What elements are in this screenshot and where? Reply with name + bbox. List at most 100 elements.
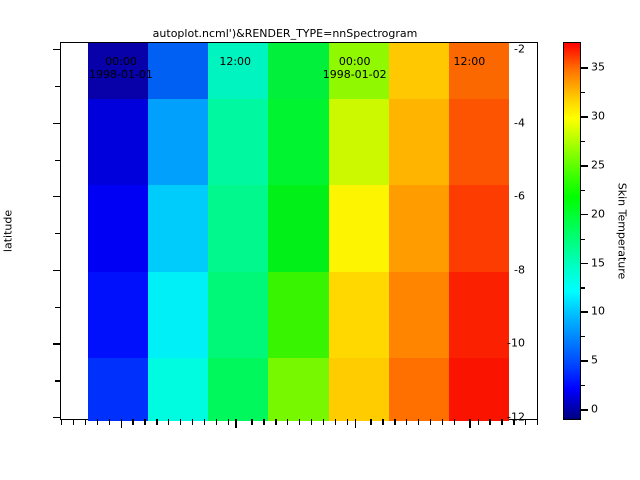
- x-axis-minor-tick: [108, 419, 110, 425]
- x-axis-tick: [120, 419, 123, 428]
- heatmap-cell: [388, 98, 449, 185]
- x-axis-minor-tick: [84, 419, 87, 425]
- colorbar-tick-label: 30: [591, 109, 605, 123]
- y-axis-tick: [53, 416, 61, 419]
- x-axis-minor-tick: [334, 419, 337, 425]
- heatmap-cell: [88, 43, 149, 99]
- heatmap-cell: [208, 185, 269, 272]
- x-axis-tick-label-time: 12:00: [219, 55, 252, 68]
- y-axis-minor-tick: [55, 306, 61, 308]
- y-axis-minor-tick: [55, 85, 61, 88]
- heatmap-grid: [88, 43, 509, 421]
- colorbar-tick: [580, 116, 588, 118]
- x-axis-minor-tick: [501, 419, 503, 425]
- x-axis-minor-tick: [453, 419, 456, 425]
- y-axis-tick: [53, 122, 61, 125]
- x-axis-minor-tick: [418, 419, 420, 425]
- heatmap-cell: [148, 185, 209, 272]
- x-axis-minor-tick: [513, 419, 515, 425]
- x-axis-minor-tick: [429, 419, 432, 425]
- y-axis-tick: [53, 49, 61, 51]
- x-axis-minor-tick: [275, 419, 277, 425]
- x-axis-minor-tick: [96, 419, 99, 425]
- x-axis-minor-tick: [61, 419, 63, 425]
- y-axis-tick: [53, 269, 61, 272]
- colorbar-tick: [580, 214, 588, 216]
- colorbar-tick-label: 25: [591, 158, 605, 172]
- colorbar-tick: [580, 67, 588, 69]
- colorbar-gradient: [564, 43, 580, 419]
- heatmap-cell: [88, 98, 149, 185]
- heatmap-cell: [88, 271, 149, 358]
- heatmap-cell: [328, 43, 389, 99]
- heatmap-cell: [148, 357, 209, 421]
- heatmap-cell: [208, 43, 269, 99]
- x-axis-tick-label-time: 00:00: [338, 55, 371, 68]
- x-axis-minor-tick: [203, 419, 206, 425]
- heatmap-cell: [388, 271, 449, 358]
- x-axis-minor-tick: [525, 419, 527, 425]
- y-axis-tick-label: -4: [514, 116, 525, 130]
- colorbar-tick: [580, 262, 588, 265]
- x-axis-minor-tick: [406, 419, 408, 425]
- y-axis-minor-tick: [55, 232, 61, 235]
- x-axis-minor-tick: [72, 419, 75, 425]
- colorbar-tick-label: 0: [591, 402, 598, 416]
- x-axis-minor-tick: [287, 419, 289, 425]
- heatmap-cell: [388, 185, 449, 272]
- heatmap-cell: [448, 357, 509, 421]
- heatmap-cell: [88, 357, 149, 421]
- heatmap-cell: [328, 98, 389, 185]
- x-axis-minor-tick: [215, 419, 218, 425]
- heatmap-cell: [388, 43, 449, 99]
- heatmap-cell: [448, 185, 509, 272]
- colorbar-minor-tick: [580, 384, 585, 387]
- plot-area: -2 -4 -6 -8 -10 -12 00:00 1998-01-01 12:00 00:00…: [53, 42, 539, 428]
- colorbar-minor-tick: [580, 189, 585, 192]
- colorbar-axis-title: Skin Temperature: [615, 182, 629, 280]
- x-axis-minor-tick: [477, 419, 479, 425]
- x-axis-tick-label-date: 1998-01-01: [89, 68, 153, 81]
- colorbar-tick: [580, 165, 588, 167]
- heatmap-cell: [88, 185, 149, 272]
- x-axis-tick-label-date: 1998-01-02: [322, 68, 387, 81]
- colorbar-tick-label: 5: [591, 353, 598, 367]
- heatmap-cell: [448, 98, 509, 185]
- heatmap-cell: [268, 271, 329, 358]
- colorbar-tick-label: 15: [591, 256, 605, 270]
- y-axis-tick: [53, 343, 61, 345]
- y-axis-minor-tick: [55, 159, 61, 161]
- x-axis-minor-tick: [310, 419, 313, 425]
- y-axis-tick-label: -12: [507, 410, 525, 424]
- y-axis-tick-label: -8: [514, 263, 525, 277]
- x-axis-tick: [469, 419, 471, 428]
- heatmap-cell: [208, 357, 269, 421]
- colorbar-tick-label: 20: [591, 207, 605, 221]
- colorbar-minor-tick: [580, 287, 585, 289]
- x-axis-minor-tick: [180, 419, 182, 425]
- heatmap-cell: [388, 357, 449, 421]
- x-axis-minor-tick: [382, 419, 384, 425]
- y-axis-title: latitude: [1, 209, 15, 253]
- heatmap-cell: [448, 43, 509, 99]
- heatmap-cell: [148, 271, 209, 358]
- x-axis-minor-tick: [251, 419, 253, 425]
- x-axis-minor-tick: [191, 419, 194, 425]
- x-axis-minor-tick: [227, 419, 229, 425]
- colorbar-tick: [580, 360, 588, 362]
- x-axis-minor-tick: [144, 419, 146, 425]
- colorbar-minor-tick: [580, 238, 585, 240]
- x-axis-minor-tick: [489, 419, 491, 425]
- heatmap-cell: [268, 185, 329, 272]
- heatmap-cell: [328, 271, 389, 358]
- heatmap-cell: [208, 98, 269, 185]
- heatmap-cell: [148, 98, 209, 185]
- x-axis-tick: [354, 419, 357, 428]
- colorbar-tick: [580, 409, 588, 411]
- colorbar-tick-label: 35: [591, 60, 605, 74]
- x-axis-minor-tick: [299, 419, 301, 425]
- x-axis-tick-label-time: 00:00: [105, 55, 137, 68]
- heatmap-cell: [148, 43, 209, 99]
- colorbar-tick-label: 10: [591, 304, 605, 318]
- heatmap-cell: [268, 357, 329, 421]
